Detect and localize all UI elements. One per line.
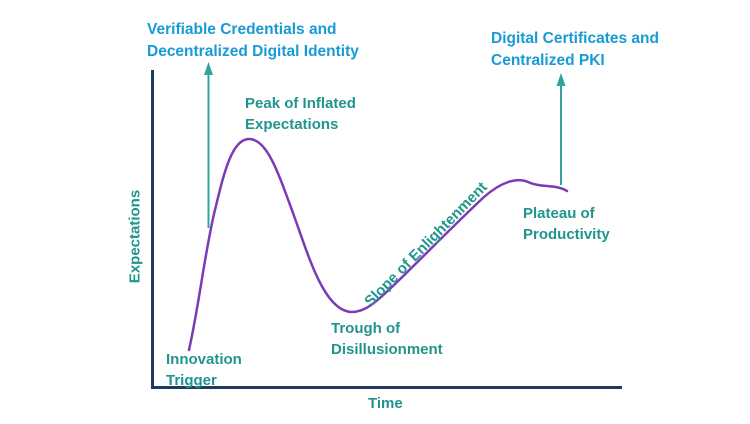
annotation-digital-certificates: Digital Certificates and Centralized PKI: [491, 30, 659, 69]
left-annotation-arrow: [204, 62, 213, 228]
phase-label-trough: Trough of Disillusionment: [331, 320, 443, 358]
right-arrow-head-icon: [556, 73, 566, 86]
y-axis-title: Expectations: [126, 189, 144, 284]
phase-label-peak: Peak of Inflated Expectations: [245, 95, 356, 133]
phase-label-plateau: Plateau of Productivity: [523, 205, 610, 243]
x-axis-title: Time: [368, 395, 403, 412]
annotation-verifiable-credentials: Verifiable Credentials and Decentralized…: [147, 21, 359, 60]
left-arrow-head-icon: [204, 62, 213, 75]
right-annotation-arrow: [556, 73, 566, 185]
phase-label-innovation-trigger: Innovation Trigger: [166, 351, 242, 389]
hype-curve: [187, 137, 569, 352]
